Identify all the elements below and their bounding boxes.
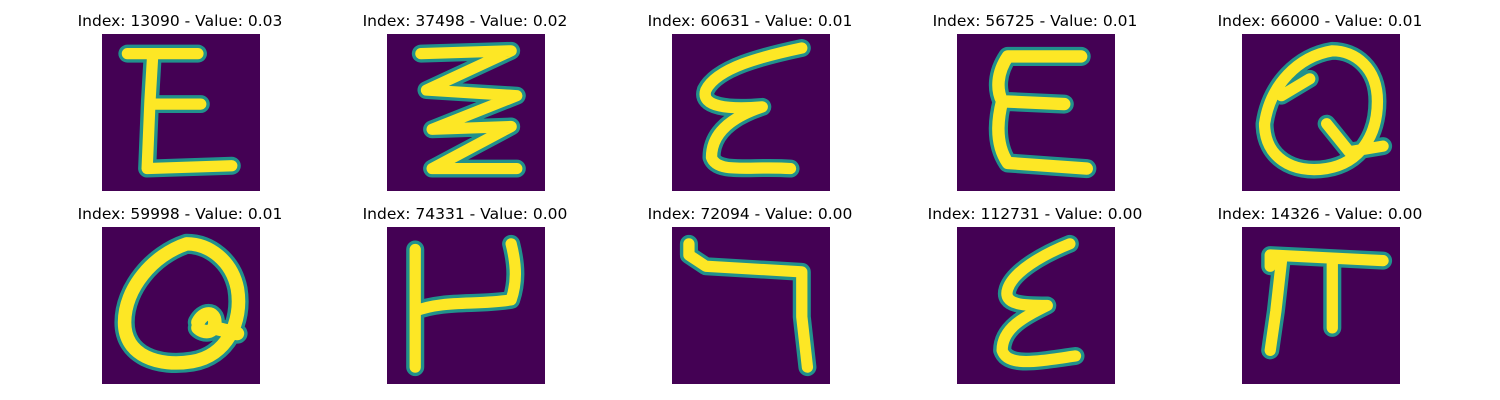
panel-9: Index: 112731 - Value: 0.00 — [895, 205, 1175, 385]
panel-title: Index: 59998 - Value: 0.01 — [77, 205, 283, 223]
panel-7: Index: 74331 - Value: 0.00 — [325, 205, 605, 385]
panel-2: Index: 37498 - Value: 0.02 — [325, 12, 605, 192]
panel-8: Index: 72094 - Value: 0.00 — [610, 205, 890, 385]
panel-6: Index: 59998 - Value: 0.01 — [40, 205, 320, 385]
panel-title: Index: 56725 - Value: 0.01 — [932, 12, 1138, 30]
character-image — [387, 34, 545, 191]
panel-title: Index: 60631 - Value: 0.01 — [647, 12, 853, 30]
character-image — [1242, 34, 1400, 191]
character-image — [957, 227, 1115, 384]
character-image — [102, 227, 260, 384]
character-image — [672, 34, 830, 191]
panel-1: Index: 13090 - Value: 0.03 — [40, 12, 320, 192]
panel-title: Index: 112731 - Value: 0.00 — [927, 205, 1143, 223]
panel-title: Index: 13090 - Value: 0.03 — [77, 12, 283, 30]
character-image — [102, 34, 260, 191]
panel-10: Index: 14326 - Value: 0.00 — [1180, 205, 1460, 385]
panel-title: Index: 74331 - Value: 0.00 — [362, 205, 568, 223]
panel-4: Index: 56725 - Value: 0.01 — [895, 12, 1175, 192]
panel-3: Index: 60631 - Value: 0.01 — [610, 12, 890, 192]
character-image — [672, 227, 830, 384]
panel-title: Index: 37498 - Value: 0.02 — [362, 12, 568, 30]
panel-5: Index: 66000 - Value: 0.01 — [1180, 12, 1460, 192]
panel-title: Index: 72094 - Value: 0.00 — [647, 205, 853, 223]
character-image — [1242, 227, 1400, 384]
character-image — [387, 227, 545, 384]
panel-title: Index: 14326 - Value: 0.00 — [1217, 205, 1423, 223]
panel-title: Index: 66000 - Value: 0.01 — [1217, 12, 1423, 30]
character-image — [957, 34, 1115, 191]
